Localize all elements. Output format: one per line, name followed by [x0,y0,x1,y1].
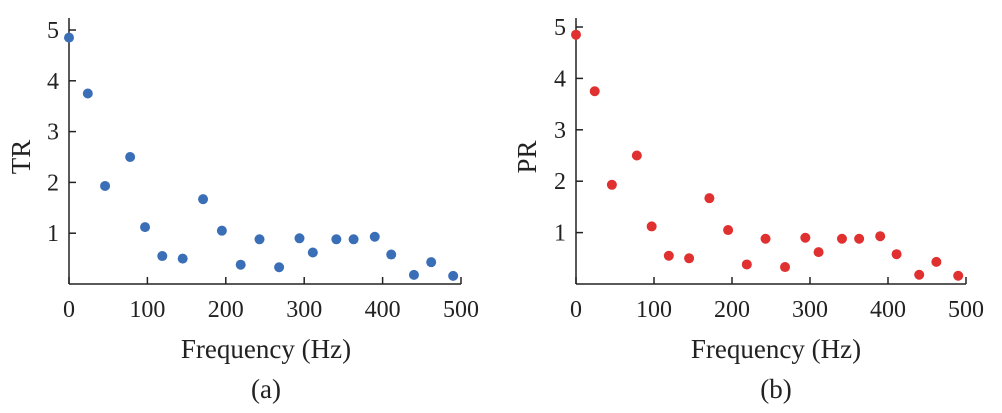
data-point [875,231,886,242]
y-tick-label: 5 [47,18,59,44]
data-point [606,179,617,190]
data-point [914,269,925,280]
data-point [254,234,265,245]
data-point [100,180,111,191]
x-tick-label: 100 [129,297,165,323]
data-point [125,152,136,162]
x-tick-label: 500 [443,297,479,323]
data-point [448,270,459,281]
data-point [931,256,942,267]
x-tick-label: 500 [948,297,984,323]
data-point [589,86,600,97]
data-point [82,88,93,99]
x-tick-label: 400 [365,297,401,323]
y-tick-label: 4 [47,69,59,95]
panel-a: TR 1 2 3 4 5 0 100 200 300 400 500 Frequency (Hz)… [6,18,479,404]
data-point [631,150,642,161]
data-point [348,234,359,245]
data-point [408,269,419,280]
data-point [216,225,227,236]
y-tick-label: 2 [47,170,59,196]
x-axis-title: Frequency (Hz) [181,334,351,364]
y-axis-title: PR [512,140,542,173]
panel-label: (a) [251,374,281,404]
data-point [369,231,380,242]
x-tick-label: 400 [870,297,906,323]
x-ticks: 0 100 200 300 400 500 [63,277,479,323]
data-point [741,259,752,270]
panel-b: PR 1 2 3 4 5 0 100 200 300 400 500 Frequency (Hz)… [512,15,984,404]
x-tick-label: 200 [714,297,750,323]
data-point [307,247,318,258]
data-point [140,222,151,233]
y-axis-title: TR [6,140,36,175]
y-tick-label: 5 [554,15,566,41]
data-point [813,247,824,258]
x-tick-label: 0 [570,297,582,323]
data-point [177,253,188,264]
data-point [800,232,811,243]
y-tick-label: 1 [47,221,59,247]
data-point [386,249,397,260]
y-tick-label: 1 [554,221,566,247]
x-axis-title: Frequency (Hz) [691,334,861,364]
y-tick-label: 2 [554,169,566,195]
data-point [426,257,437,268]
y-tick-label: 3 [554,118,566,144]
x-tick-label: 100 [636,297,672,323]
data-point [198,194,209,205]
data-point [64,32,74,43]
data-point [836,233,847,244]
data-point [663,250,674,261]
data-point [684,253,695,264]
data-point [760,233,771,244]
y-ticks: 1 2 3 4 5 [554,15,583,247]
y-tick-label: 4 [554,66,566,92]
x-tick-label: 300 [792,297,828,323]
data-point [854,233,865,244]
data-point [704,193,715,204]
data-point [274,262,285,273]
data-point [953,270,964,281]
panel-label: (b) [760,374,791,404]
x-tick-label: 300 [286,297,322,323]
data-point [235,259,246,270]
y-ticks: 1 2 3 4 5 [47,18,76,247]
x-tick-label: 200 [208,297,244,323]
x-tick-label: 0 [63,297,75,323]
data-point [294,233,305,244]
data-point [571,29,581,40]
data-point [723,225,734,236]
data-point [646,221,657,232]
data-points [64,32,459,281]
data-point [157,251,168,262]
data-points [571,29,964,281]
y-tick-label: 3 [47,120,59,146]
data-point [780,262,791,273]
x-ticks: 0 100 200 300 400 500 [570,277,984,323]
data-point [331,234,342,245]
data-point [891,249,902,260]
